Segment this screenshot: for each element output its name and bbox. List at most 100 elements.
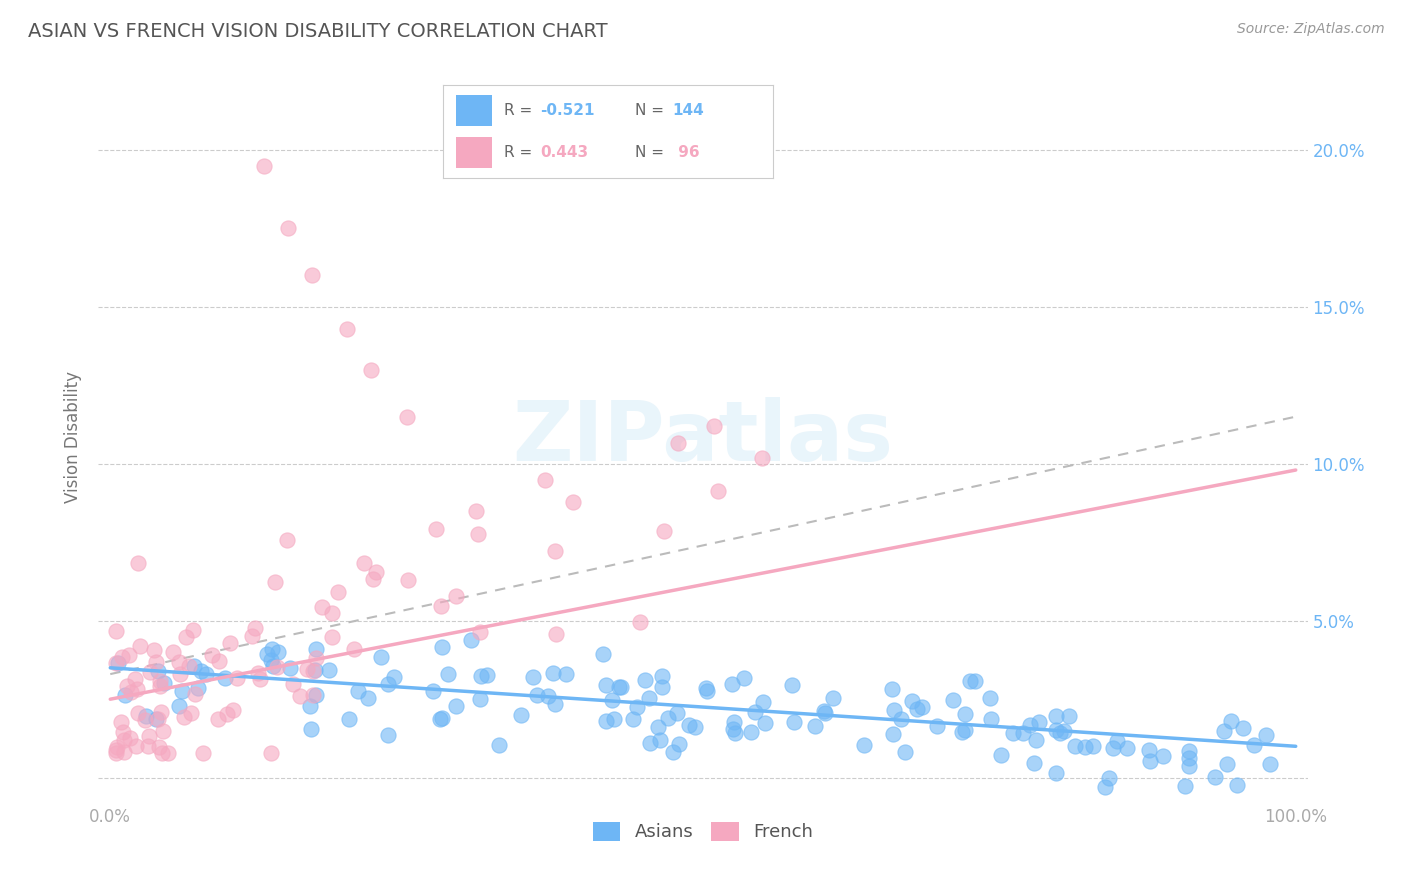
Point: [813, 704, 835, 718]
Point: [965, 674, 987, 689]
Point: [652, 524, 675, 538]
Point: [437, 667, 460, 681]
Point: [1216, 757, 1239, 772]
Point: [953, 706, 976, 721]
Point: [562, 495, 585, 509]
Point: [152, 724, 174, 739]
Point: [607, 680, 630, 694]
Point: [105, 624, 128, 639]
Point: [651, 669, 673, 683]
Point: [148, 739, 170, 754]
Point: [1024, 756, 1046, 770]
Point: [145, 655, 167, 669]
Point: [894, 745, 917, 759]
Point: [179, 658, 201, 673]
Point: [432, 711, 454, 725]
Point: [346, 684, 368, 698]
Point: [125, 739, 148, 753]
Point: [370, 649, 392, 664]
Y-axis label: Vision Disability: Vision Disability: [65, 371, 83, 503]
Point: [377, 728, 399, 742]
Point: [266, 645, 288, 659]
Point: [733, 671, 755, 685]
Point: [105, 746, 128, 760]
Point: [752, 695, 775, 709]
Point: [522, 670, 544, 684]
Point: [695, 681, 717, 695]
Point: [120, 731, 142, 745]
Point: [740, 724, 762, 739]
Point: [305, 642, 328, 657]
Point: [118, 648, 141, 662]
Point: [135, 709, 157, 723]
Point: [880, 682, 903, 697]
Point: [1219, 714, 1241, 728]
Point: [1178, 750, 1201, 764]
Point: [149, 679, 172, 693]
Point: [150, 746, 173, 760]
FancyBboxPatch shape: [456, 137, 492, 168]
Point: [1102, 741, 1125, 756]
Point: [1137, 743, 1160, 757]
Point: [1177, 744, 1199, 758]
Point: [107, 657, 129, 671]
Point: [638, 691, 661, 706]
Point: [950, 724, 973, 739]
Point: [214, 671, 236, 685]
Point: [105, 743, 128, 757]
Point: [911, 700, 934, 714]
Point: [276, 533, 298, 547]
Point: [510, 708, 533, 723]
Point: [1045, 708, 1067, 723]
Point: [1019, 718, 1042, 732]
Point: [429, 712, 451, 726]
Text: R =: R =: [503, 145, 537, 161]
Point: [1212, 723, 1234, 738]
Point: [124, 672, 146, 686]
Point: [1002, 726, 1025, 740]
Point: [905, 702, 928, 716]
Point: [149, 705, 172, 719]
Point: [262, 642, 284, 657]
Point: [1098, 771, 1121, 785]
Point: [721, 723, 744, 737]
Point: [475, 668, 498, 682]
Point: [149, 673, 172, 688]
Point: [222, 703, 245, 717]
Point: [295, 662, 318, 676]
Point: [882, 727, 904, 741]
Point: [430, 599, 453, 613]
Point: [444, 699, 467, 714]
Point: [143, 643, 166, 657]
Point: [609, 680, 631, 694]
Point: [662, 745, 685, 759]
Point: [444, 589, 467, 603]
Point: [395, 409, 418, 424]
Point: [173, 710, 195, 724]
Point: [260, 746, 283, 760]
Point: [114, 688, 136, 702]
Point: [1011, 726, 1033, 740]
Point: [180, 706, 202, 720]
Point: [183, 659, 205, 673]
Point: [467, 527, 489, 541]
Point: [537, 690, 560, 704]
Point: [190, 664, 212, 678]
Point: [167, 655, 190, 669]
Point: [201, 648, 224, 662]
Point: [128, 639, 150, 653]
Point: [953, 723, 976, 738]
Point: [225, 671, 247, 685]
Text: -0.521: -0.521: [540, 103, 595, 118]
Point: [703, 419, 725, 434]
Point: [127, 556, 149, 570]
Point: [377, 677, 399, 691]
Point: [301, 688, 323, 702]
Point: [651, 680, 673, 694]
Point: [243, 621, 266, 635]
Point: [169, 666, 191, 681]
Point: [460, 632, 482, 647]
Point: [621, 712, 644, 726]
Point: [184, 687, 207, 701]
Point: [162, 645, 184, 659]
